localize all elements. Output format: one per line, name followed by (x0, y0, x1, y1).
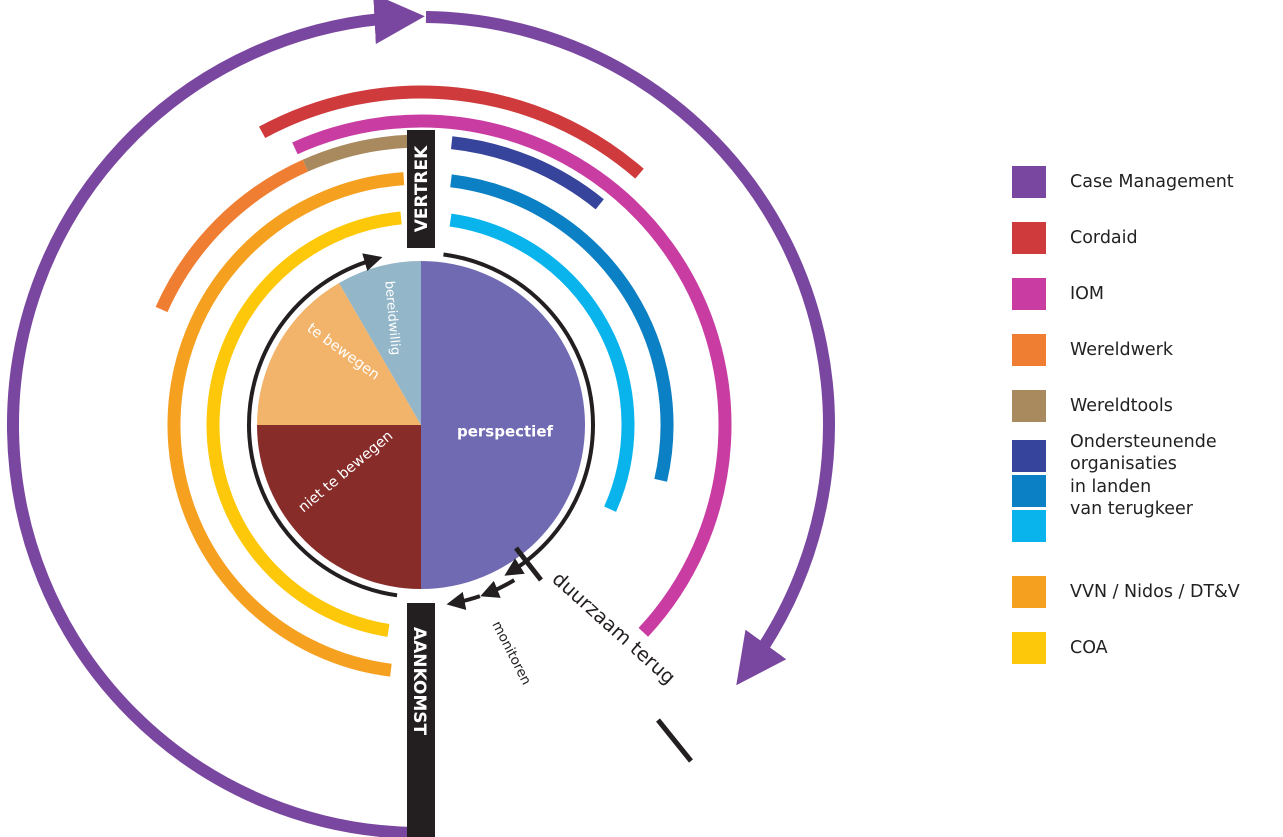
aankomst-bar (407, 603, 435, 837)
vvn-arc (167, 172, 405, 677)
legend-swatch (1012, 576, 1046, 608)
duurzaam-end-tick (656, 718, 693, 763)
monitoring-arc-1 (480, 578, 516, 598)
legend-swatch (1012, 390, 1046, 422)
process-arrows (247, 252, 595, 610)
monitoring-arc-2 (446, 591, 481, 610)
pie-segment-bereidwillig (339, 261, 421, 425)
legend-item: COA (1012, 632, 1108, 664)
duurzaam-terug-label: duurzaam terug (548, 567, 680, 689)
legend-item: Wereldtools (1012, 390, 1173, 422)
duurzaam-start-tick (514, 546, 543, 582)
legend-group-label: Ondersteunende organisaties in landen va… (1070, 432, 1217, 520)
legend-item: VVN / Nidos / DT&V (1012, 576, 1240, 608)
coa-arc (206, 211, 402, 637)
legend-label: Wereldtools (1070, 396, 1173, 416)
legend-group-swatch (1012, 440, 1046, 472)
cordaid-arc (259, 85, 644, 179)
wereldtools-arc (302, 134, 412, 172)
pie-label-bereidwillig: bereidwillig (381, 280, 402, 356)
legend-label: VVN / Nidos / DT&V (1070, 582, 1240, 602)
iom-arc (292, 114, 732, 637)
vertrek-label: VERTREK (412, 145, 432, 232)
legend-label: Wereldwerk (1070, 340, 1174, 360)
legend-swatch (1012, 222, 1046, 254)
legend-item: Case Management (1012, 166, 1234, 198)
case-management-arc-left (6, 0, 425, 837)
legend-swatch (1012, 166, 1046, 198)
case-management-arc-right (425, 11, 835, 686)
legend-item: Wereldwerk (1012, 334, 1173, 366)
legend-label: Cordaid (1070, 228, 1138, 248)
legend-label: IOM (1070, 284, 1105, 304)
legend-group-swatch (1012, 475, 1046, 507)
legend-swatch (1012, 278, 1046, 310)
legend-swatch (1012, 632, 1046, 664)
process-arc-right (443, 252, 595, 576)
legend-item: Cordaid (1012, 222, 1138, 254)
pie-label-perspectief: perspectief (457, 423, 554, 441)
legend-label: Case Management (1070, 172, 1234, 192)
pie-segment-perspectief (421, 261, 585, 589)
vertrek-bar (407, 130, 435, 248)
legend-item: IOM (1012, 278, 1104, 310)
ondersteunende-arc-1 (450, 136, 604, 210)
monitoren-label: monitoren (488, 619, 534, 688)
legend-group-swatch (1012, 510, 1046, 542)
ondersteunende-arc-2 (450, 174, 674, 482)
arc-layer (6, 0, 835, 837)
legend-swatch (1012, 334, 1046, 366)
pie-segment-niet-te-bewegen (257, 425, 421, 589)
ondersteunende-arc-3 (449, 213, 635, 512)
pie-segment-te-bewegen (257, 282, 421, 425)
process-arc-left (247, 253, 398, 598)
wereldwerk-arc (155, 159, 309, 313)
legend-label: COA (1070, 638, 1108, 658)
aankomst-label: AANKOMST (409, 627, 429, 736)
duurzaam-terug-text: duurzaam terug (548, 567, 680, 689)
